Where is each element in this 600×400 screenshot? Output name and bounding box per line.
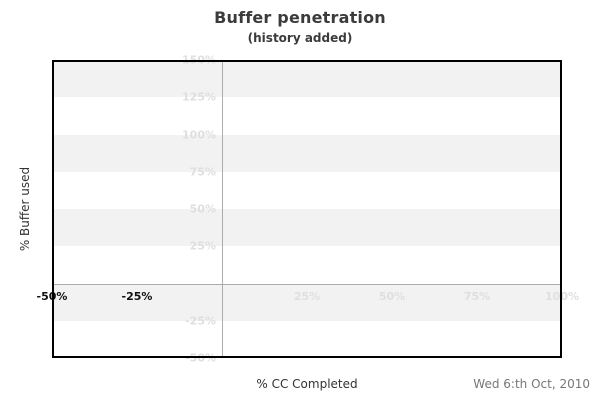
y-tick-label: -25% [185, 314, 216, 328]
y-tick-label: 125% [182, 90, 216, 104]
y-zero-gridline [52, 283, 562, 285]
x-tick-label: 100% [545, 289, 579, 303]
y-tick-label: 100% [182, 128, 216, 141]
y-tick-label: 75% [189, 165, 216, 179]
plot-band [52, 283, 562, 321]
x-tick-label: -25% [121, 289, 153, 303]
plot-band [52, 209, 562, 247]
date-label: Wed 6:th Oct, 2010 [473, 377, 590, 391]
y-tick-label: 50% [189, 202, 216, 216]
x-tick-label: 50% [378, 289, 406, 303]
x-tick-label: 25% [293, 289, 321, 303]
x-tick-label: 75% [463, 289, 491, 303]
x-zero-gridline [222, 60, 223, 358]
chart-subtitle: (history added) [247, 31, 353, 45]
y-tick-label: -50% [185, 351, 216, 365]
y-axis-title: % Buffer used [18, 166, 32, 252]
plot-area: 150% 125% 100% 75% 50% 25% -25% -50% -50% -25% 25%… [37, 54, 579, 365]
chart-title: Buffer penetration [214, 8, 386, 27]
y-tick-label: 25% [189, 239, 216, 253]
y-tick-label: 150% [182, 53, 216, 67]
x-axis-title: % CC Completed [256, 377, 358, 391]
plot-band [52, 60, 562, 98]
x-tick-label: -50% [36, 289, 68, 303]
plot-band [52, 134, 562, 172]
